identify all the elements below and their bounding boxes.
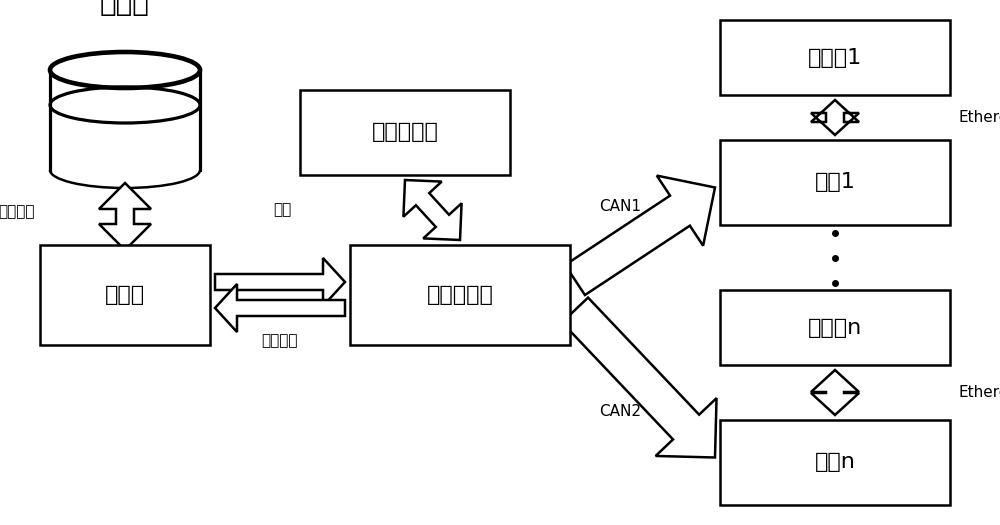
Text: 高速串口: 高速串口 (262, 333, 298, 348)
Text: CAN2: CAN2 (599, 404, 641, 419)
Text: 压力传感器: 压力传感器 (372, 122, 438, 142)
Polygon shape (99, 183, 151, 250)
Polygon shape (215, 284, 345, 332)
Text: 电机n: 电机n (815, 453, 855, 472)
Text: 电机1: 电机1 (815, 173, 855, 193)
Text: 编码器1: 编码器1 (808, 47, 862, 68)
Bar (720, 420, 950, 505)
Text: 数据库: 数据库 (100, 0, 150, 17)
Bar (50, 70, 200, 170)
Polygon shape (811, 370, 859, 415)
Polygon shape (215, 258, 345, 306)
Text: Ethercat: Ethercat (958, 385, 1000, 400)
Text: 编码器n: 编码器n (808, 318, 862, 338)
Ellipse shape (50, 52, 200, 88)
Text: 运动控制器: 运动控制器 (427, 285, 493, 305)
Text: 串口: 串口 (274, 203, 292, 217)
Text: Ethercat: Ethercat (958, 110, 1000, 125)
Bar (720, 20, 950, 95)
Text: 参数交互: 参数交互 (0, 204, 35, 219)
Bar (720, 140, 950, 225)
Polygon shape (811, 100, 859, 135)
Polygon shape (403, 180, 462, 240)
Text: CAN1: CAN1 (599, 199, 641, 214)
Bar (720, 290, 950, 365)
Bar (40, 245, 210, 345)
Bar (350, 245, 570, 345)
Polygon shape (565, 175, 715, 295)
Polygon shape (562, 298, 717, 457)
Bar (300, 90, 510, 175)
Text: 计算机: 计算机 (105, 285, 145, 305)
